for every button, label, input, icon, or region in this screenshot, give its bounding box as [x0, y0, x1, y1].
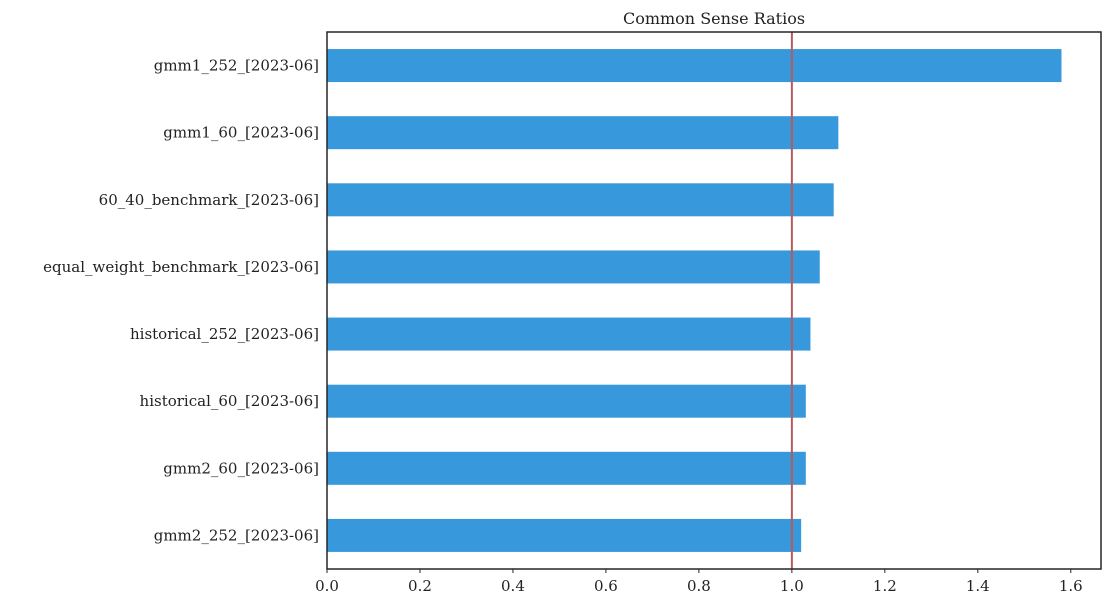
x-tick-label: 0.4 — [501, 577, 525, 595]
x-tick-label: 0.2 — [408, 577, 432, 595]
x-tick-label: 1.2 — [873, 577, 897, 595]
chart-title: Common Sense Ratios — [623, 9, 805, 28]
x-tick-label: 1.4 — [966, 577, 990, 595]
bar — [327, 250, 820, 284]
y-tick-label: gmm1_60_[2023-06] — [163, 124, 319, 142]
x-tick-label: 0.8 — [687, 577, 711, 595]
bar — [327, 183, 834, 217]
y-tick-label: gmm1_252_[2023-06] — [154, 57, 319, 75]
bar — [327, 518, 802, 552]
bar — [327, 49, 1062, 83]
bar — [327, 317, 811, 351]
bars-group — [327, 49, 1062, 552]
bar — [327, 116, 839, 150]
y-tick-label: gmm2_60_[2023-06] — [163, 459, 319, 477]
y-tick-label: historical_60_[2023-06] — [140, 392, 319, 410]
x-tick-label: 1.0 — [780, 577, 804, 595]
y-tick-label: gmm2_252_[2023-06] — [154, 526, 319, 544]
y-tick-label: equal_weight_benchmark_[2023-06] — [43, 258, 319, 276]
bar — [327, 451, 806, 485]
x-tick-label: 1.6 — [1059, 577, 1083, 595]
x-ticks: 0.0 0.2 0.4 0.6 0.8 1.0 1.2 1.4 1.6 — [315, 569, 1083, 595]
y-tick-label: historical_252_[2023-06] — [130, 325, 319, 343]
y-tick-labels: gmm1_252_[2023-06] gmm1_60_[2023-06] 60_40… — [43, 57, 319, 545]
x-tick-label: 0.0 — [315, 577, 339, 595]
plot-frame — [326, 31, 1102, 570]
bar — [327, 384, 806, 418]
x-tick-label: 0.6 — [594, 577, 618, 595]
y-tick-label: 60_40_benchmark_[2023-06] — [99, 191, 319, 209]
